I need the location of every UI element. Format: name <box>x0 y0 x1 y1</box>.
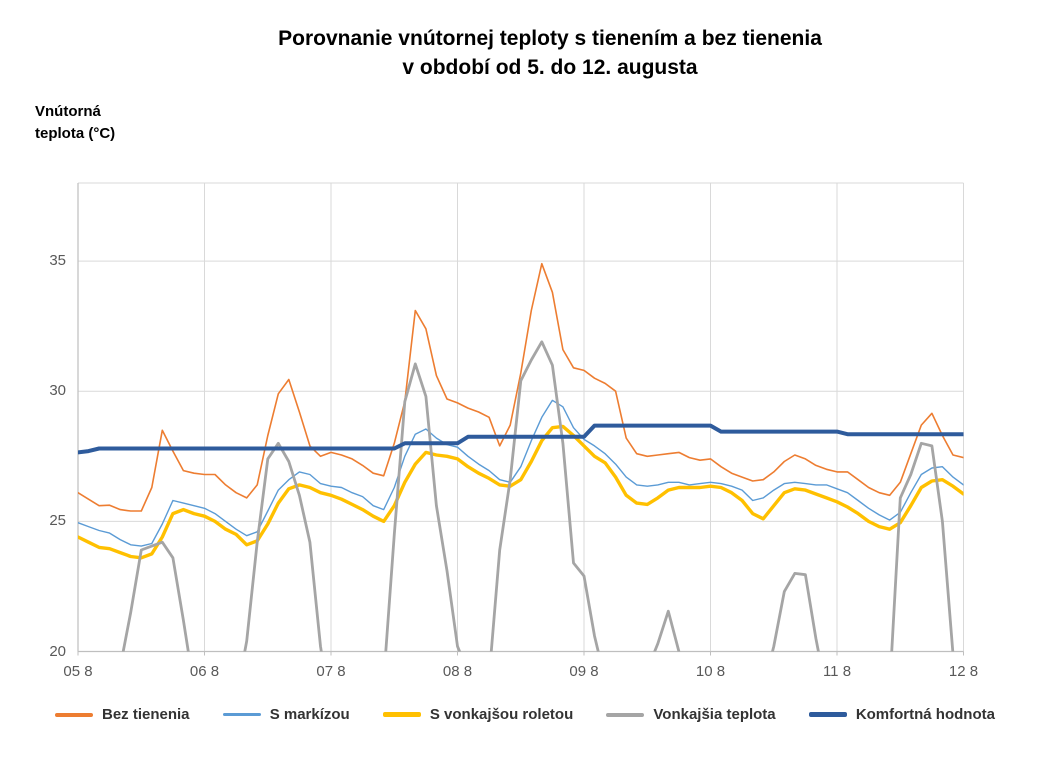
y-tick-label-35: 35 <box>49 252 66 270</box>
legend-swatch-icon <box>606 712 645 717</box>
legend-item-s-mark-zou: S markízou <box>222 706 350 723</box>
y-axis-title-line2: teplota (°C) <box>35 125 116 142</box>
y-tick-label-30: 30 <box>49 382 66 400</box>
legend-item-bez-tienenia: Bez tienenia <box>55 706 190 723</box>
chart-title-line1: Porovnanie vnútornej teploty s tienením … <box>278 27 822 50</box>
x-tick-label-08-8: 08 8 <box>442 662 473 680</box>
series-line-bez-tienenia <box>78 262 964 512</box>
x-tick-label-06-8: 06 8 <box>189 662 220 680</box>
legend-label: Vonkajšia teplota <box>653 706 776 723</box>
legend-label: S vonkajšou roletou <box>429 706 574 723</box>
x-tick-label-12-8: 12 8 <box>948 662 979 680</box>
chart-title-line2: v období od 5. do 12. augusta <box>402 56 698 79</box>
legend-swatch-icon <box>222 713 261 716</box>
series-line-komfortn-hodnota <box>78 423 964 455</box>
y-axis-title-line1: Vnútorná <box>35 103 101 120</box>
legend-label: Bez tienenia <box>102 706 190 723</box>
series-line-s-vonkaj-ou-roletou <box>78 424 964 560</box>
legend-swatch-icon <box>808 712 847 717</box>
legend-item-s-vonkaj-ou-roletou: S vonkajšou roletou <box>382 706 574 723</box>
y-tick-label-25: 25 <box>49 512 66 530</box>
chart-title: Porovnanie vnútornej teploty s tienením … <box>60 24 1040 82</box>
y-axis-title: Vnútorná teplota (°C) <box>35 101 115 145</box>
x-tick-label-10-8: 10 8 <box>695 662 726 680</box>
legend-item-vonkaj-ia-teplota: Vonkajšia teplota <box>606 706 776 723</box>
legend-label: Komfortná hodnota <box>855 706 995 723</box>
legend-label: S markízou <box>269 706 350 723</box>
y-tick-label-20: 20 <box>49 642 66 660</box>
series-line-vonkaj-ia-teplota <box>121 340 955 652</box>
legend-swatch-icon <box>382 712 421 717</box>
x-tick-label-05-8: 05 8 <box>63 662 93 680</box>
chart-legend: Bez tienenia S markízou S vonkajšou roleto… <box>55 706 995 723</box>
legend-item-komfortn-hodnota: Komfortná hodnota <box>808 706 995 723</box>
x-tick-label-09-8: 09 8 <box>569 662 599 680</box>
x-tick-label-11-8: 11 8 <box>822 662 852 680</box>
x-tick-label-07-8: 07 8 <box>316 662 346 680</box>
legend-swatch-icon <box>55 712 93 717</box>
series-line-s-mark-zou <box>78 399 964 547</box>
